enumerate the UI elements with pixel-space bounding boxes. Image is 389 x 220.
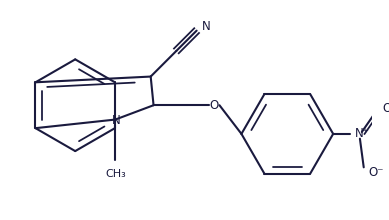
Text: N⁺: N⁺	[355, 127, 370, 140]
Text: N: N	[202, 20, 211, 33]
Text: O: O	[382, 102, 389, 115]
Text: O⁻: O⁻	[368, 166, 384, 179]
Text: O: O	[209, 99, 218, 112]
Text: CH₃: CH₃	[105, 169, 126, 179]
Text: N: N	[112, 114, 121, 127]
